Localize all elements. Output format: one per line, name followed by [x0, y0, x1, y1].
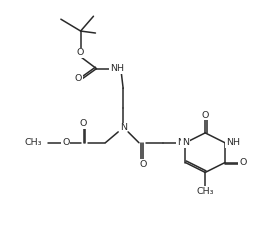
Text: O: O	[139, 160, 147, 169]
Text: O: O	[80, 120, 87, 128]
Text: O: O	[202, 110, 209, 120]
Text: NH: NH	[226, 138, 240, 147]
Text: N: N	[177, 138, 184, 147]
Text: O: O	[77, 48, 84, 57]
Text: N: N	[182, 138, 189, 147]
Text: O: O	[75, 74, 82, 83]
Text: NH: NH	[110, 64, 124, 73]
Text: CH₃: CH₃	[196, 187, 214, 196]
Text: N: N	[120, 123, 127, 133]
Text: CH₃: CH₃	[24, 138, 42, 147]
Text: O: O	[239, 158, 246, 167]
Text: O: O	[62, 138, 69, 147]
